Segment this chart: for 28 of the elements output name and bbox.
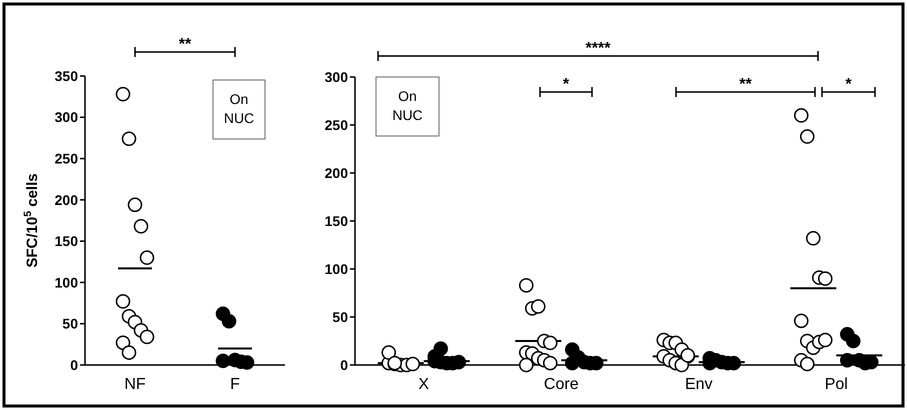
y-tick-label: 50	[62, 316, 78, 332]
y-tick-label: 50	[332, 308, 348, 325]
y-tick-label: 150	[324, 212, 348, 229]
x-tick-label: Core	[544, 376, 579, 393]
y-tick-label: 100	[54, 274, 78, 290]
annotation: *	[845, 76, 852, 93]
y-tick-label: 200	[54, 192, 78, 208]
x-tick-label: NF	[124, 376, 146, 393]
x-tick-label: F	[230, 376, 240, 393]
annotation: *	[562, 76, 570, 93]
x-tick-label: Pol	[824, 376, 848, 393]
y-tick-label: 250	[324, 116, 348, 133]
x-tick-label: X	[418, 376, 430, 393]
y-tick-label: 200	[324, 164, 348, 181]
annotation: On NUC	[392, 88, 423, 123]
y-tick-label: 0	[70, 356, 78, 373]
y-tick-label: 150	[54, 233, 78, 250]
y-tick-label: 300	[324, 68, 348, 85]
text: ****	[586, 40, 612, 57]
annotation: On NUC	[224, 91, 254, 126]
y-tick-label: 300	[54, 109, 78, 126]
y-tick-label: 250	[54, 150, 78, 166]
y-tick-label: 350	[54, 68, 78, 84]
y-tick-label: 0	[340, 356, 348, 373]
x-tick-label: Env	[684, 376, 713, 393]
y-tick-label: 100	[324, 260, 348, 277]
text: **	[178, 36, 192, 53]
annotation: **	[739, 76, 752, 93]
